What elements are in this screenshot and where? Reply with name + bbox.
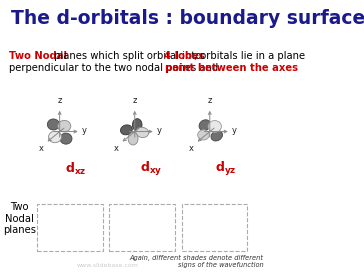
Ellipse shape <box>128 132 138 145</box>
Text: www.slidebase.com: www.slidebase.com <box>77 263 139 268</box>
Ellipse shape <box>136 127 149 138</box>
Ellipse shape <box>132 119 142 131</box>
Text: perpendicular to the two nodal panes and: perpendicular to the two nodal panes and <box>9 63 221 73</box>
Ellipse shape <box>120 125 132 135</box>
Text: x: x <box>189 144 194 153</box>
Ellipse shape <box>48 131 62 143</box>
Text: z: z <box>58 96 62 105</box>
Text: $\mathbf{d_{xy}}$: $\mathbf{d_{xy}}$ <box>140 161 162 178</box>
Text: Again, different shades denote different
signs of the wavefunction: Again, different shades denote different… <box>129 255 264 268</box>
Text: planes which split orbital into: planes which split orbital into <box>51 51 205 61</box>
Text: , orbitals lie in a plane: , orbitals lie in a plane <box>194 51 305 61</box>
Text: y: y <box>82 126 87 135</box>
Ellipse shape <box>58 120 71 132</box>
Ellipse shape <box>198 130 209 140</box>
Text: point between the axes: point between the axes <box>165 63 298 73</box>
Ellipse shape <box>208 121 221 132</box>
Text: z: z <box>132 96 137 105</box>
Text: x: x <box>39 144 44 153</box>
Ellipse shape <box>47 119 59 130</box>
Ellipse shape <box>60 133 72 144</box>
Text: z: z <box>207 96 212 105</box>
Ellipse shape <box>211 130 222 141</box>
Bar <box>182 204 247 252</box>
Text: 4 lobes: 4 lobes <box>165 51 205 61</box>
Text: Two Nodal: Two Nodal <box>9 51 67 61</box>
Text: $\mathbf{d_{xz}}$: $\mathbf{d_{xz}}$ <box>65 161 86 176</box>
Bar <box>109 204 175 252</box>
Text: $\mathbf{d_{yz}}$: $\mathbf{d_{yz}}$ <box>215 161 237 178</box>
Text: The d-orbitals : boundary surfaces: The d-orbitals : boundary surfaces <box>11 9 364 28</box>
Bar <box>37 204 103 252</box>
Text: y: y <box>232 126 237 135</box>
Text: x: x <box>114 144 119 153</box>
Ellipse shape <box>199 120 210 130</box>
Text: Two
Nodal
planes: Two Nodal planes <box>3 202 36 235</box>
Text: y: y <box>157 126 162 135</box>
